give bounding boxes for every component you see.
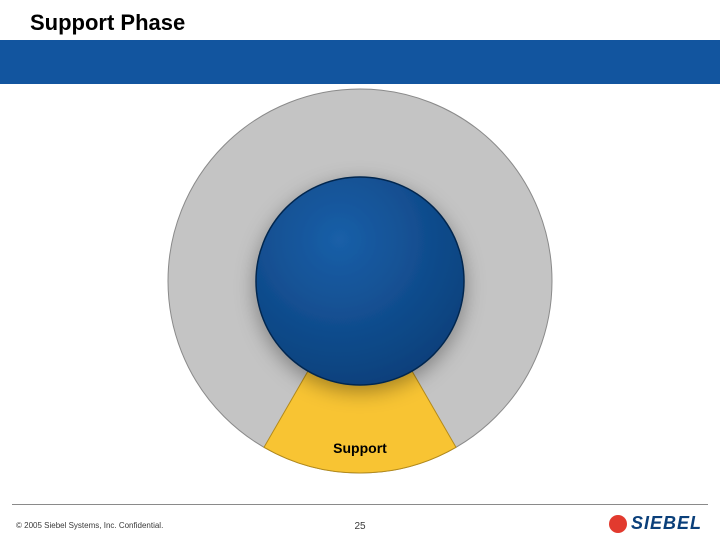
diagram-svg	[165, 86, 555, 486]
footer: © 2005 Siebel Systems, Inc. Confidential…	[0, 504, 720, 540]
page-title: Support Phase	[0, 0, 185, 36]
title-bar: Support Phase	[0, 0, 720, 64]
logo-text: SIEBEL	[631, 513, 702, 534]
logo-dot-icon	[609, 515, 627, 533]
brand-logo: SIEBEL	[609, 513, 702, 534]
wedge-label-support: Support	[300, 440, 420, 456]
page-number: 25	[354, 521, 365, 532]
phase-diagram: Support	[165, 86, 555, 476]
slide: Support Phase Support © 2005 Siebel Syst…	[0, 0, 720, 540]
copyright-text: © 2005 Siebel Systems, Inc. Confidential…	[16, 521, 163, 530]
footer-rule	[12, 504, 708, 505]
